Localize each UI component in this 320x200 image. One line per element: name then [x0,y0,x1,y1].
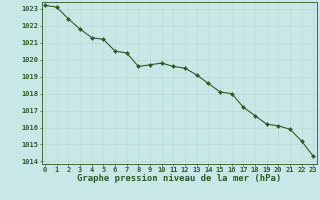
X-axis label: Graphe pression niveau de la mer (hPa): Graphe pression niveau de la mer (hPa) [77,174,281,183]
